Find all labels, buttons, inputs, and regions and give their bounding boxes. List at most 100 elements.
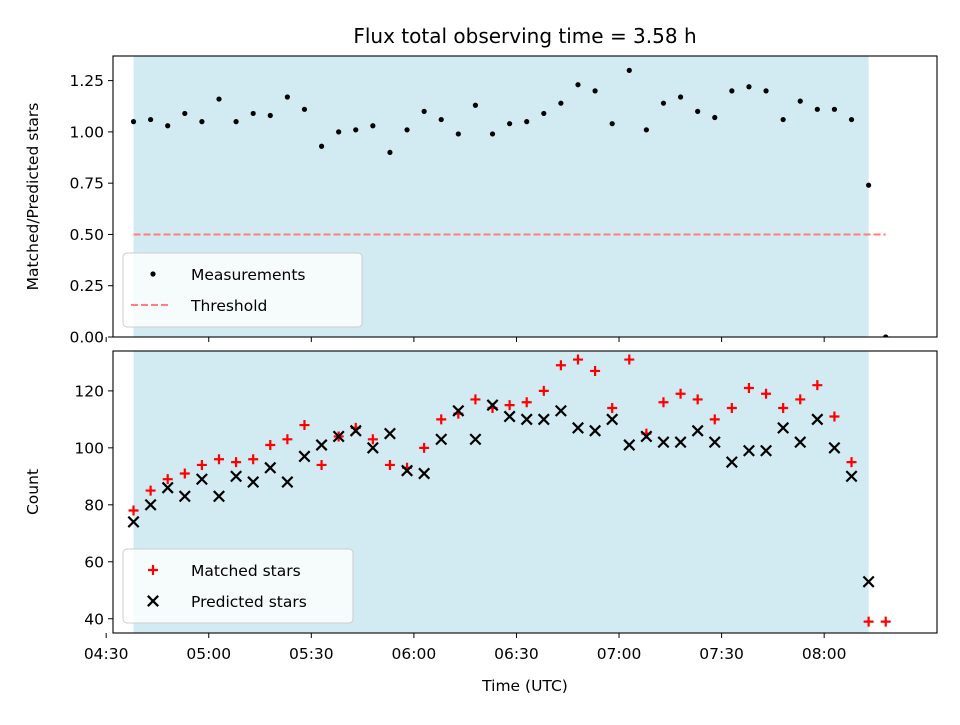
chart-title: Flux total observing time = 3.58 h (353, 24, 696, 48)
data-point (318, 143, 325, 149)
y-tick-label: 1.25 (69, 72, 104, 90)
data-point (267, 112, 273, 119)
data-point (195, 473, 208, 486)
legend-label: Threshold (190, 297, 267, 315)
legend-label: Predicted stars (191, 593, 307, 611)
y-tick-label: 0.25 (69, 277, 104, 295)
x-tick-label: 07:30 (699, 645, 744, 663)
data-point (657, 436, 670, 449)
data-point (606, 413, 619, 426)
data-point (248, 454, 259, 465)
data-point (848, 116, 855, 123)
data-point (691, 424, 704, 437)
series-matched-stars (128, 354, 891, 627)
data-point (677, 94, 684, 100)
data-point (845, 470, 858, 483)
data-point (729, 88, 735, 94)
data-point (814, 106, 820, 112)
data-point (777, 421, 790, 434)
data-point (695, 108, 701, 114)
data-point (708, 436, 721, 449)
data-point (572, 354, 583, 365)
data-point (554, 404, 567, 417)
data-point (299, 420, 310, 431)
data-point (742, 444, 755, 457)
series-measurements (130, 67, 889, 337)
ratio-legend: Measurements Threshold (122, 252, 363, 328)
data-point (284, 94, 290, 100)
x-tick-label: 05:30 (289, 645, 334, 663)
data-point (179, 468, 190, 479)
y-tick-label: 0.00 (69, 329, 104, 347)
data-point (538, 385, 549, 396)
counts-y-axis-label: Count (24, 469, 42, 515)
data-point (812, 380, 823, 391)
count-panel: 40 60 80 100 120 04:30 05:00 05:30 06:00 06:30 07:… (24, 350, 938, 663)
data-point (216, 96, 222, 102)
data-point (640, 430, 653, 443)
data-point (507, 121, 513, 127)
data-point (230, 470, 243, 483)
data-point (763, 88, 769, 94)
data-point (213, 490, 225, 503)
data-point (336, 129, 342, 135)
legend-marker (148, 565, 158, 575)
data-point (419, 442, 430, 453)
data-point (726, 402, 737, 413)
data-point (367, 434, 378, 445)
series-predicted-stars (127, 399, 875, 588)
data-point (831, 106, 838, 112)
data-point (743, 383, 754, 394)
data-point (353, 127, 359, 133)
data-point (264, 461, 277, 474)
data-point (148, 116, 154, 123)
data-point (811, 413, 824, 426)
data-point (592, 88, 598, 94)
data-point (778, 402, 789, 413)
data-point (609, 121, 615, 127)
data-point (435, 433, 448, 446)
data-point (795, 394, 806, 405)
data-point (760, 444, 773, 457)
legend-box (122, 548, 354, 624)
data-point (863, 616, 874, 627)
data-point (470, 394, 481, 405)
data-point (590, 365, 601, 376)
data-point (145, 485, 156, 496)
data-point (725, 456, 738, 469)
data-point (370, 123, 376, 129)
data-point (862, 575, 875, 588)
x-tick-label: 06:30 (494, 645, 539, 663)
x-tick-label: 08:00 (802, 645, 847, 663)
data-point (746, 84, 752, 90)
ratio-axes-frame (112, 55, 938, 338)
y-tick-label: 40 (84, 610, 104, 628)
data-point (130, 119, 137, 125)
data-point (452, 404, 465, 417)
data-point (572, 421, 584, 434)
data-point (489, 131, 496, 137)
data-point (182, 110, 188, 117)
data-point (213, 454, 224, 465)
y-tick-label: 120 (74, 382, 104, 400)
x-tick-label: 04:30 (84, 645, 129, 663)
data-point (643, 127, 649, 133)
data-point (128, 505, 139, 516)
data-point (298, 450, 311, 463)
x-axis-label: Time (UTC) (481, 677, 568, 695)
data-point (196, 459, 207, 470)
data-point (349, 424, 362, 437)
y-tick-label: 1.00 (69, 123, 104, 141)
y-tick-label: 60 (84, 553, 104, 571)
x-tick-label: 07:00 (597, 645, 642, 663)
data-point (332, 430, 345, 443)
data-point (144, 498, 157, 511)
data-point (404, 127, 410, 133)
data-point (315, 439, 328, 451)
data-point (521, 397, 532, 408)
y-tick-label: 0.50 (69, 226, 104, 244)
legend-label: Matched stars (191, 562, 301, 580)
data-point (589, 424, 602, 437)
data-point (301, 106, 308, 112)
